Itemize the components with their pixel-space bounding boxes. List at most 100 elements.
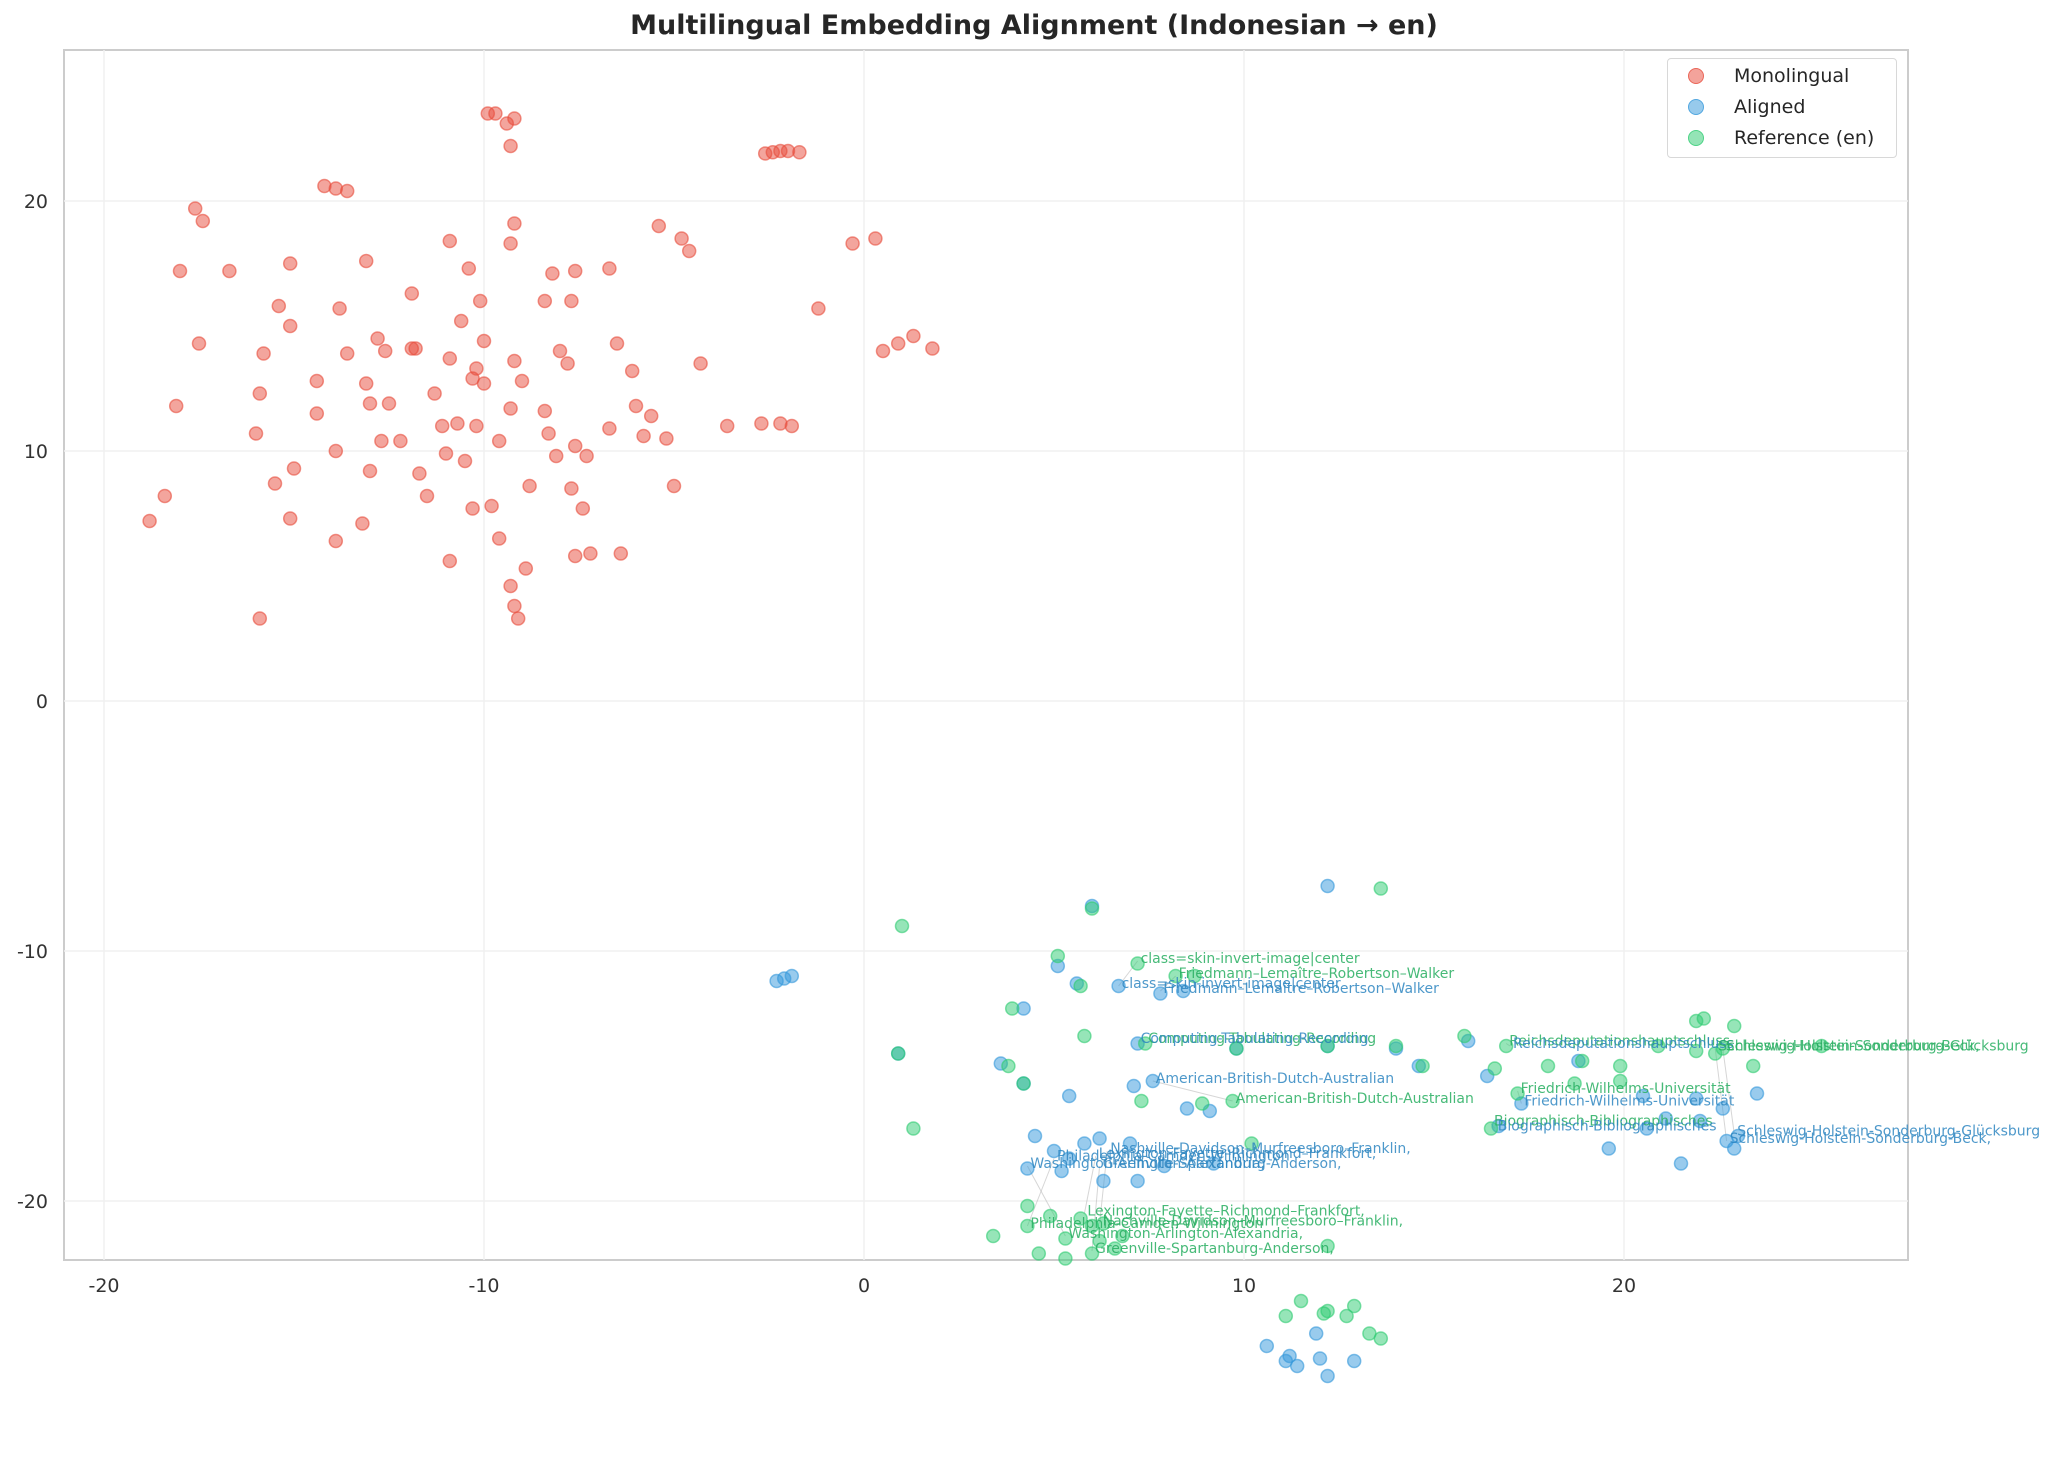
data-point: [1715, 1101, 1731, 1116]
data-point: [282, 511, 298, 526]
data-point: [609, 336, 625, 351]
data-point: [1153, 986, 1168, 1001]
data-point: [1510, 1086, 1525, 1101]
data-point: [1092, 1233, 1107, 1249]
data-point: [1373, 1331, 1389, 1346]
data-point: [1346, 1353, 1362, 1369]
data-point: [624, 363, 640, 379]
data-point: [488, 106, 503, 121]
data-point: [252, 611, 268, 626]
data-point: [1312, 1351, 1328, 1366]
plot-area: [63, 49, 1909, 1261]
data-point: [434, 418, 450, 434]
point-annotation: class=skin-invert-image|center: [1141, 951, 1360, 967]
data-point: [567, 263, 583, 279]
data-point: [545, 266, 560, 281]
point-annotation: Computing-Tabulating-Recording: [1148, 1031, 1376, 1047]
data-point: [1650, 1038, 1666, 1054]
point-annotation: Greenville-Spartanburg-Anderson,: [1095, 1241, 1334, 1257]
data-point: [1540, 1058, 1556, 1074]
data-point: [503, 236, 518, 251]
point-annotation: Friedmann–Lemaître–Robertson–Walker: [1179, 966, 1455, 982]
data-point: [1042, 1208, 1058, 1224]
point-annotation: Schleswig-Holstein-Sonderburg-Beck,: [1730, 1131, 1992, 1147]
data-point: [906, 1121, 921, 1136]
legend-label: Reference (en): [1734, 127, 1875, 149]
data-point: [651, 218, 667, 234]
data-point: [465, 501, 480, 516]
data-point: [358, 253, 374, 269]
point-annotation: Reichsdeputationshauptschluss: [1513, 1036, 1734, 1052]
data-point: [1320, 1238, 1335, 1254]
data-point: [1175, 983, 1191, 999]
data-point: [1126, 1078, 1142, 1094]
data-point: [172, 263, 188, 279]
data-point: [1316, 1306, 1332, 1321]
data-point: [811, 301, 826, 316]
data-point: [868, 231, 883, 246]
data-point: [507, 598, 522, 614]
point-annotation: Schleswig-Holstein-Sonderburg-Glücksburg: [1726, 1039, 2029, 1055]
data-point: [1346, 1298, 1362, 1314]
data-point: [792, 145, 807, 160]
legend-label: Monolingual: [1734, 65, 1850, 87]
data-point: [503, 578, 518, 594]
data-point: [195, 213, 211, 229]
data-point: [1130, 956, 1145, 971]
point-annotation: Friedrich-Wilhelms-Universität: [1521, 1081, 1731, 1097]
y-tick-label: 0: [36, 691, 48, 713]
data-point: [1016, 1076, 1031, 1091]
data-point: [157, 488, 173, 504]
data-point: [602, 421, 617, 436]
data-point: [1061, 1151, 1077, 1166]
point-annotation: Philadelphia-Camden-Wilmington: [1057, 1149, 1290, 1165]
data-point: [503, 138, 518, 154]
data-point: [1020, 1198, 1035, 1214]
data-point: [1073, 978, 1088, 994]
data-point: [404, 341, 420, 356]
legend-marker-icon: [1688, 130, 1704, 146]
x-axis-ticks: -20 -10 0 10 20: [88, 1275, 1636, 1297]
data-point: [358, 376, 374, 391]
data-point: [719, 418, 735, 434]
data-point: [252, 386, 268, 401]
data-point: [484, 498, 499, 514]
data-point: [1096, 1216, 1111, 1231]
data-point: [503, 401, 518, 416]
data-point: [1259, 1338, 1275, 1354]
legend-marker-icon: [1688, 68, 1704, 84]
data-point: [339, 346, 355, 361]
data-point: [1612, 1058, 1628, 1074]
data-point: [575, 501, 591, 516]
x-tick-label: -20: [88, 1275, 119, 1297]
data-point: [1244, 1136, 1259, 1151]
point-annotation: American-British-Dutch-Australian: [1156, 1071, 1394, 1087]
data-point: [1001, 1058, 1016, 1074]
data-point: [1601, 1141, 1617, 1156]
data-point: [1498, 1038, 1514, 1054]
data-point: [518, 561, 534, 576]
data-point: [666, 478, 682, 494]
data-point: [362, 463, 378, 479]
legend-label: Aligned: [1734, 96, 1806, 118]
legend-item-aligned: Aligned: [1688, 92, 1805, 122]
data-point: [438, 446, 454, 461]
data-point: [890, 336, 906, 351]
data-point: [332, 301, 347, 316]
data-point: [1293, 1293, 1309, 1309]
data-point: [1726, 1141, 1742, 1156]
y-tick-label: -20: [17, 1191, 48, 1213]
data-point: [514, 373, 530, 389]
data-point: [450, 416, 465, 431]
data-point: [491, 433, 507, 449]
data-point: [1156, 1158, 1172, 1174]
data-point: [1483, 1121, 1499, 1136]
data-point: [1206, 1156, 1221, 1171]
data-point: [613, 546, 629, 561]
data-point: [393, 433, 408, 449]
data-point: [1229, 1041, 1244, 1056]
data-point: [1320, 1368, 1335, 1384]
point-annotation: Biographisch-Bibliographisches: [1494, 1114, 1713, 1130]
data-point: [412, 466, 427, 481]
data-point: [1388, 1038, 1404, 1054]
